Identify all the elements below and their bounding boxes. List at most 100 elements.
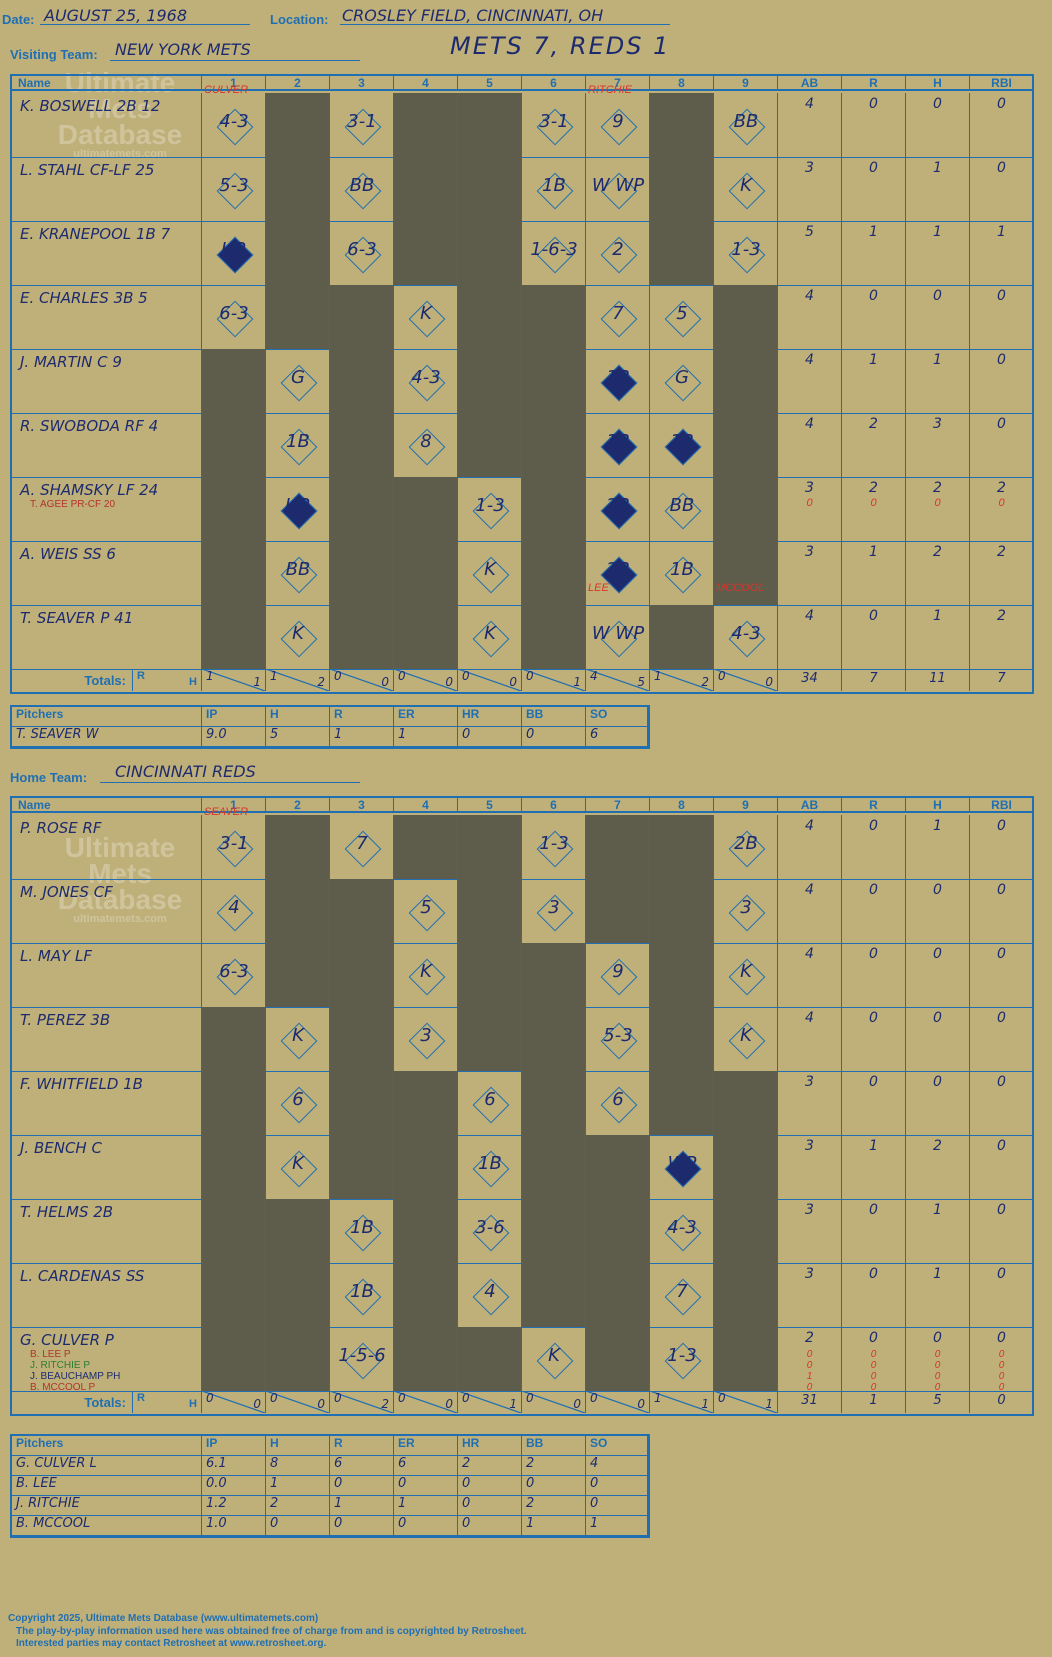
home-team-name: CINCINNATI REDS (115, 762, 256, 781)
play-result: 6 (612, 1089, 624, 1110)
stat-r: 0 (869, 1266, 878, 1282)
inning-cell (714, 1199, 778, 1263)
stat-r: 0 (869, 946, 878, 962)
play-result: 1B (606, 367, 630, 388)
player-name-cell: M. JONES CF (12, 879, 202, 943)
stat-cell-ab: 4 (778, 93, 842, 157)
visiting-team-line (110, 60, 360, 61)
stat-rbi: 0 (997, 1074, 1006, 1090)
inning-cell (458, 221, 522, 285)
visitors-col-header-ab: AB (778, 76, 842, 91)
visitors-col-header-1: 1 (202, 76, 266, 91)
home-col-header-9: 9 (714, 798, 778, 813)
inning-hits: 1 (509, 1397, 517, 1411)
runs-legend: R (137, 670, 145, 682)
pitching-col-header: Pitchers (12, 707, 202, 726)
play-result: K (484, 559, 496, 580)
play-result: BB (733, 111, 759, 132)
stat-cell-ab: 4 (778, 879, 842, 943)
inning-hits: 0 (381, 675, 389, 689)
inning-cell: 6 (458, 1071, 522, 1135)
stat-ab: 4 (805, 416, 814, 432)
player-name-cell: J. BENCH C (12, 1135, 202, 1199)
pitching-value: 6 (330, 1456, 394, 1475)
inning-cell (650, 605, 714, 669)
pitching-value: 6 (586, 727, 648, 746)
inning-cell: 4-3 (650, 1199, 714, 1263)
pitching-value: B. MCCOOL (12, 1516, 202, 1535)
inning-cell (266, 1199, 330, 1263)
game-date: AUGUST 25, 1968 (44, 6, 188, 25)
play-result: 6-3 (347, 239, 377, 260)
pitching-col-header: Pitchers (12, 1436, 202, 1455)
inning-runs: 0 (718, 669, 726, 683)
stat-rbi: 1 (997, 224, 1006, 240)
inning-runs: 0 (462, 669, 470, 683)
home-col-header-ab: AB (778, 798, 842, 813)
stat-cell-r: 0 (842, 1071, 906, 1135)
stat-r: 0 (869, 288, 878, 304)
inning-cell (522, 1135, 586, 1199)
stat-rbi: 0 (997, 946, 1006, 962)
inning-cell (586, 879, 650, 943)
stat-cell-rbi: 2 (970, 605, 1034, 669)
pitcher-row: B. MCCOOL 1.0 0 0 0 0 1 1 (12, 1516, 648, 1536)
stat-ab: 4 (805, 818, 814, 834)
stat-rbi: 0 (997, 416, 1006, 432)
pitching-value: 0 (586, 1476, 648, 1495)
home-col-header-4: 4 (394, 798, 458, 813)
play-result: 4 (228, 897, 240, 918)
stat-cell-h: 2 (906, 541, 970, 605)
play-result: K (484, 623, 496, 644)
inning-cell (330, 1135, 394, 1199)
pitching-value: 1 (522, 1516, 586, 1535)
inning-cell (394, 541, 458, 605)
stat-cell-r: 0 (842, 285, 906, 349)
inning-cell: 4 (202, 879, 266, 943)
total-r: 7 (842, 669, 906, 691)
inning-cell: 3-6 (458, 1199, 522, 1263)
inning-cell (330, 1071, 394, 1135)
total-r: 1 (842, 1391, 906, 1413)
play-result: 2 (612, 239, 624, 260)
inning-cell: 4-3 (714, 605, 778, 669)
home-team-line (100, 782, 360, 783)
inning-cell (650, 157, 714, 221)
stat-cell-r: 0 (842, 605, 906, 669)
inning-cell (458, 93, 522, 157)
watermark-line3: Database (57, 119, 183, 150)
player-name: J. BENCH C (20, 1139, 102, 1157)
stat-ab: 3 (805, 480, 814, 496)
pitching-value: B. LEE (12, 1476, 202, 1495)
inning-cell: 3-1 (330, 93, 394, 157)
stat-h: 0 (933, 96, 942, 112)
player-name-cell: T. SEAVER P 41 (12, 605, 202, 669)
inning-cell (650, 1007, 714, 1071)
inning-cell (458, 1007, 522, 1071)
retrosheet-contact-line: Interested parties may contact Retroshee… (16, 1638, 327, 1649)
player-name: M. JONES CF (20, 883, 113, 901)
home-col-header-name: Name (12, 798, 202, 813)
substitute-name: J. RITCHIE P (30, 1360, 91, 1371)
stat-r: 0 (869, 1202, 878, 1218)
stat-cell-h: 1 (906, 1263, 970, 1327)
stat-h: 1 (933, 160, 942, 176)
pitching-col-header: R (330, 1436, 394, 1455)
stat-cell-rbi: 0 (970, 1199, 1034, 1263)
inning-cell: 9 (586, 93, 650, 157)
stat-h: 0 (933, 1074, 942, 1090)
stat-r: 0 (869, 1010, 878, 1026)
sub-stat-r: 0 (870, 1360, 877, 1371)
stat-cell-ab: 4 (778, 349, 842, 413)
inning-cell (330, 477, 394, 541)
inning-cell (394, 477, 458, 541)
inning-cell: 8 (394, 413, 458, 477)
inning-cell: 5 (394, 879, 458, 943)
inning-cell (394, 815, 458, 879)
player-name: E. CHARLES 3B 5 (20, 289, 148, 307)
inning-cell (714, 413, 778, 477)
player-name-cell: E. CHARLES 3B 5 (12, 285, 202, 349)
